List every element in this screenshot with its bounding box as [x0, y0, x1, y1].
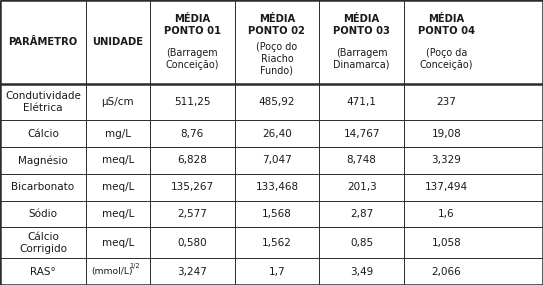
Text: 0,580: 0,580	[178, 238, 207, 248]
Text: 8,748: 8,748	[346, 155, 377, 165]
Text: 2,87: 2,87	[350, 209, 373, 219]
Text: PARÂMETRO: PARÂMETRO	[8, 37, 78, 47]
Text: 14,767: 14,767	[343, 129, 380, 139]
Text: 2,577: 2,577	[177, 209, 207, 219]
Text: MÉDIA
PONTO 02: MÉDIA PONTO 02	[249, 15, 305, 36]
Text: (Barragem
Conceição): (Barragem Conceição)	[166, 48, 219, 70]
Text: µS/cm: µS/cm	[102, 97, 134, 107]
Text: 3,247: 3,247	[177, 267, 207, 277]
Text: UNIDADE: UNIDADE	[92, 37, 143, 47]
Text: 1,6: 1,6	[438, 209, 454, 219]
Text: 1/2: 1/2	[129, 263, 140, 269]
Text: 1,568: 1,568	[262, 209, 292, 219]
Text: 471,1: 471,1	[346, 97, 377, 107]
Text: 0,85: 0,85	[350, 238, 373, 248]
Text: 3,49: 3,49	[350, 267, 373, 277]
Text: 6,828: 6,828	[177, 155, 207, 165]
Text: 485,92: 485,92	[258, 97, 295, 107]
Text: 3,329: 3,329	[431, 155, 462, 165]
Text: Magnésio: Magnésio	[18, 155, 68, 166]
Text: 19,08: 19,08	[432, 129, 461, 139]
Text: Bicarbonato: Bicarbonato	[11, 182, 74, 192]
Text: RAS°: RAS°	[30, 267, 56, 277]
Text: Sódio: Sódio	[28, 209, 58, 219]
Text: meq/L: meq/L	[102, 209, 134, 219]
Text: 26,40: 26,40	[262, 129, 292, 139]
Text: 237: 237	[437, 97, 456, 107]
Text: MÉDIA
PONTO 03: MÉDIA PONTO 03	[333, 15, 390, 36]
Text: 135,267: 135,267	[171, 182, 214, 192]
Text: 1,562: 1,562	[262, 238, 292, 248]
Text: Cálcio
Corrigido: Cálcio Corrigido	[19, 232, 67, 254]
Text: (mmol/L): (mmol/L)	[91, 267, 133, 276]
Text: 2,066: 2,066	[432, 267, 461, 277]
Text: (Barragem
Dinamarca): (Barragem Dinamarca)	[333, 48, 390, 70]
Text: (Poço da
Conceição): (Poço da Conceição)	[420, 48, 473, 70]
Text: 511,25: 511,25	[174, 97, 211, 107]
Text: MÉDIA
PONTO 04: MÉDIA PONTO 04	[418, 15, 475, 36]
Text: MÉDIA
PONTO 01: MÉDIA PONTO 01	[163, 15, 221, 36]
Text: 8,76: 8,76	[181, 129, 204, 139]
Text: 133,468: 133,468	[255, 182, 299, 192]
Text: (Poço do
Riacho
Fundo): (Poço do Riacho Fundo)	[256, 42, 298, 76]
Text: meq/L: meq/L	[102, 182, 134, 192]
Text: Cálcio: Cálcio	[27, 129, 59, 139]
Text: mg/L: mg/L	[105, 129, 131, 139]
Text: 1,058: 1,058	[432, 238, 461, 248]
Text: 137,494: 137,494	[425, 182, 468, 192]
Text: 201,3: 201,3	[347, 182, 376, 192]
Text: meq/L: meq/L	[102, 238, 134, 248]
Text: meq/L: meq/L	[102, 155, 134, 165]
Text: 1,7: 1,7	[269, 267, 285, 277]
Text: 7,047: 7,047	[262, 155, 292, 165]
Text: Condutividade
Elétrica: Condutividade Elétrica	[5, 91, 81, 113]
